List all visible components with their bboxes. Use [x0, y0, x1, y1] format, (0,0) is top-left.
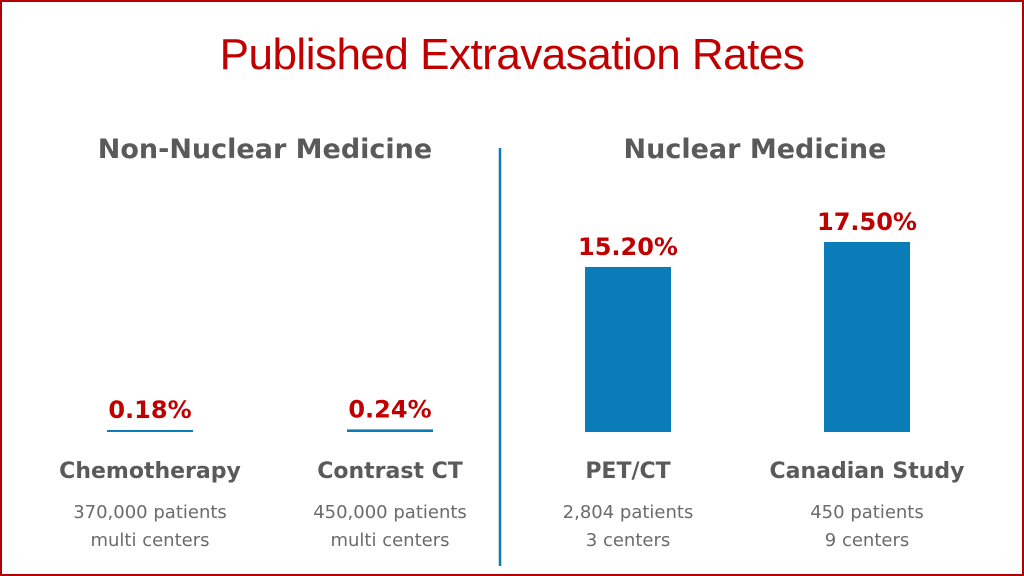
bar-value-label: 0.24% — [348, 395, 431, 423]
section-heading-nuclear: Nuclear Medicine — [623, 134, 887, 165]
category-sublabel: 450 patients — [810, 502, 924, 523]
category-sublabel: 370,000 patients — [73, 502, 227, 523]
bar-value-label: 15.20% — [578, 233, 678, 261]
category-label: Chemotherapy — [59, 459, 241, 484]
category-label: Contrast CT — [317, 459, 463, 484]
bar-value-label: 17.50% — [817, 208, 917, 236]
bar — [824, 242, 910, 432]
category-sublabel: 9 centers — [825, 530, 909, 551]
page-title: Published Extravasation Rates — [219, 30, 805, 79]
category-sublabel: multi centers — [90, 530, 209, 551]
bar — [585, 266, 671, 432]
category-label: Canadian Study — [769, 459, 964, 484]
bar-value-label: 0.18% — [108, 396, 191, 424]
bar — [107, 430, 193, 432]
section-heading-non-nuclear: Non-Nuclear Medicine — [97, 134, 433, 165]
category-sublabel: 2,804 patients — [563, 502, 694, 523]
category-sublabel: 3 centers — [586, 530, 670, 551]
category-sublabel: multi centers — [330, 530, 449, 551]
bar — [347, 429, 433, 432]
category-label: PET/CT — [585, 459, 670, 484]
category-sublabel: 450,000 patients — [313, 502, 467, 523]
